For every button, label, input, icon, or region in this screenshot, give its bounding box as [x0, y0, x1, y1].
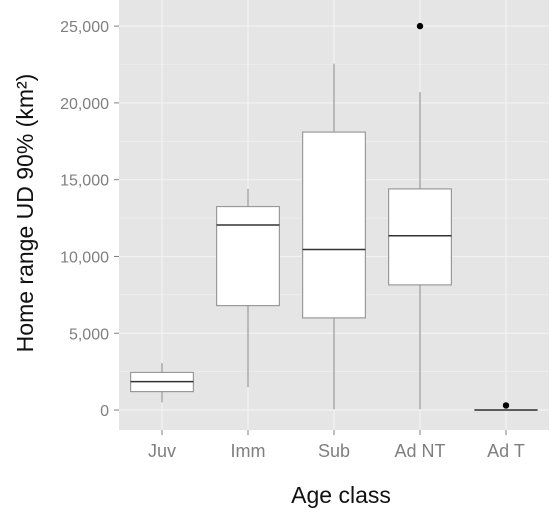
x-tick-label: Ad T: [487, 441, 525, 461]
box-imm: [216, 188, 280, 387]
x-tick-label: Imm: [231, 441, 266, 461]
x-axis-ticks: Juv Imm Sub Ad NT Ad T: [148, 430, 525, 461]
y-axis-ticks: 0 5,000 10,000 15,000 20,000 25,000: [60, 19, 119, 420]
box-sub: [302, 63, 366, 410]
y-tick-label: 25,000: [60, 19, 109, 36]
box-body: [388, 188, 452, 286]
outlier-point: [502, 402, 510, 409]
box-body: [216, 205, 280, 307]
x-tick-label: Sub: [318, 441, 350, 461]
y-tick-label: 20,000: [60, 96, 109, 113]
y-tick-label: 15,000: [60, 173, 109, 190]
x-axis-title: Age class: [291, 482, 391, 508]
outlier-point: [416, 22, 424, 30]
y-tick-label: 0: [100, 403, 109, 420]
box-juv: [130, 363, 194, 403]
box-ad-t: [474, 402, 538, 411]
box-body: [302, 131, 366, 319]
box-ad-nt: [388, 22, 452, 410]
x-tick-label: Juv: [148, 441, 176, 461]
y-tick-label: 5,000: [69, 326, 109, 343]
x-tick-label: Ad NT: [394, 441, 445, 461]
boxes: [130, 22, 538, 411]
y-tick-label: 10,000: [60, 249, 109, 266]
y-axis-title: Home range UD 90% (km²): [12, 74, 38, 353]
